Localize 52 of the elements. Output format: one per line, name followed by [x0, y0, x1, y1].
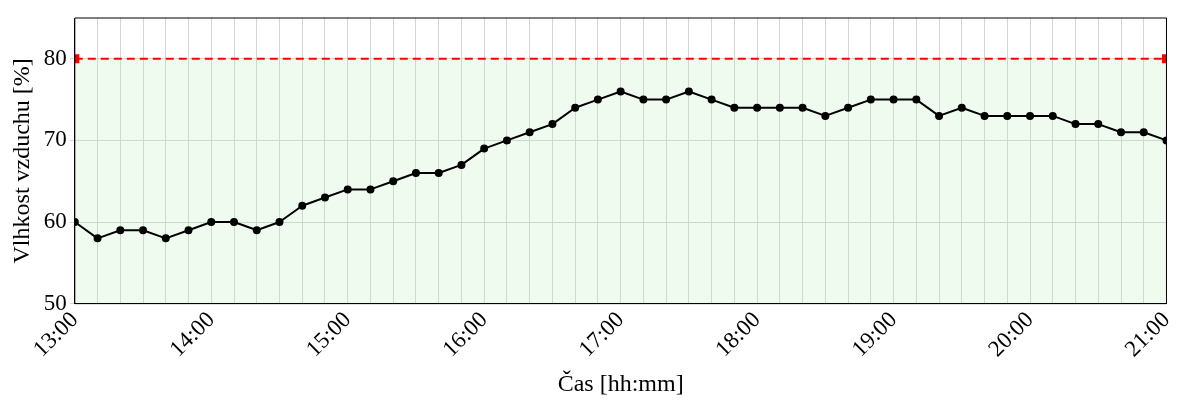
point [230, 218, 239, 227]
point [275, 218, 284, 227]
y-tick-label: 80 [43, 44, 67, 70]
point [1139, 128, 1148, 137]
point [821, 111, 830, 120]
point [161, 234, 170, 243]
point [184, 226, 193, 235]
point [753, 103, 762, 112]
point [548, 120, 557, 129]
point [252, 226, 261, 235]
point [866, 95, 875, 104]
x-axis-title: Čas [hh:mm] [557, 369, 684, 396]
point [1048, 111, 1057, 120]
point [980, 111, 989, 120]
point [480, 144, 489, 153]
point [457, 160, 466, 169]
y-tick-label: 70 [43, 126, 67, 152]
point [684, 87, 693, 96]
point [616, 87, 625, 96]
point [571, 103, 580, 112]
point [411, 169, 420, 178]
point [298, 201, 307, 210]
point [662, 95, 671, 104]
point [366, 185, 375, 194]
point [1094, 120, 1103, 129]
point [912, 95, 921, 104]
point [593, 95, 602, 104]
point [525, 128, 534, 137]
point [707, 95, 716, 104]
point [957, 103, 966, 112]
point [93, 234, 102, 243]
point [207, 218, 216, 227]
y-tick-label: 60 [43, 208, 67, 234]
point [320, 193, 329, 202]
point [139, 226, 148, 235]
point [730, 103, 739, 112]
point [389, 177, 398, 186]
point [343, 185, 352, 194]
point [1071, 120, 1080, 129]
point [889, 95, 898, 104]
point [502, 136, 511, 145]
point [434, 169, 443, 178]
point [775, 103, 784, 112]
point [639, 95, 648, 104]
point [1117, 128, 1125, 137]
point [935, 111, 944, 120]
y-axis-title: Vlhkost vzduchu [%] [7, 58, 34, 264]
point [1003, 111, 1012, 120]
point [116, 226, 125, 235]
point [798, 103, 807, 112]
point [844, 103, 853, 112]
point [1026, 111, 1035, 120]
